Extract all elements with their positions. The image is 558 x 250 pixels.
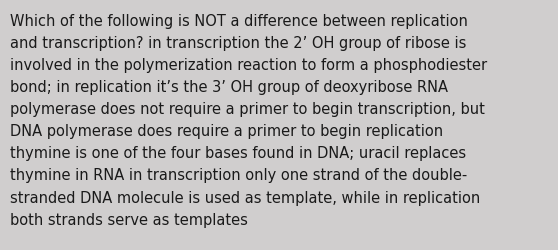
Text: stranded DNA molecule is used as template, while in replication: stranded DNA molecule is used as templat… [10, 190, 480, 205]
Text: thymine in RNA in transcription only one strand of the double-: thymine in RNA in transcription only one… [10, 168, 467, 183]
Text: Which of the following is NOT a difference between replication: Which of the following is NOT a differen… [10, 14, 468, 29]
Text: both strands serve as templates: both strands serve as templates [10, 212, 248, 227]
Text: thymine is one of the four bases found in DNA; uracil replaces: thymine is one of the four bases found i… [10, 146, 466, 161]
Text: involved in the polymerization reaction to form a phosphodiester: involved in the polymerization reaction … [10, 58, 487, 73]
Text: and transcription? in transcription the 2’ OH group of ribose is: and transcription? in transcription the … [10, 36, 466, 51]
Text: DNA polymerase does require a primer to begin replication: DNA polymerase does require a primer to … [10, 124, 443, 139]
Text: polymerase does not require a primer to begin transcription, but: polymerase does not require a primer to … [10, 102, 485, 117]
Text: bond; in replication it’s the 3’ OH group of deoxyribose RNA: bond; in replication it’s the 3’ OH grou… [10, 80, 448, 95]
